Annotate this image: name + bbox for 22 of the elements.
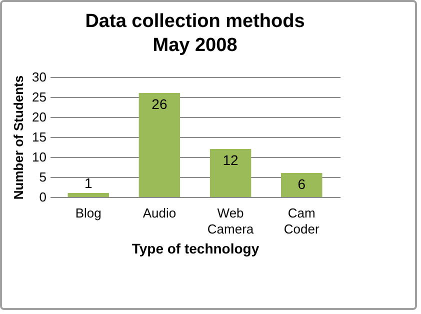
x-tick-label: Cam Coder (284, 206, 320, 236)
y-tick-label: 10 (32, 150, 46, 164)
bar (68, 193, 109, 197)
x-tick-label: Blog (75, 206, 102, 220)
x-tick-label: Audio (142, 206, 176, 220)
data-label: 1 (84, 175, 92, 191)
bar (281, 173, 322, 197)
y-tick-label: 0 (39, 190, 46, 204)
bar (210, 149, 252, 197)
data-label: 12 (222, 152, 239, 168)
x-tick-label: Web Camera (207, 206, 254, 236)
chart-title: Data collection methods May 2008 (85, 11, 305, 56)
y-tick-label: 5 (39, 170, 46, 184)
data-label: 6 (298, 176, 306, 192)
x-axis-title: Type of technology (132, 240, 260, 256)
y-tick-label: 20 (32, 110, 46, 124)
y-tick-label: 25 (32, 90, 46, 104)
data-label: 26 (152, 96, 168, 112)
bar (138, 93, 180, 197)
y-tick-label: 15 (32, 130, 46, 144)
y-axis-title: Number of Students (11, 75, 26, 200)
y-tick-label: 30 (32, 70, 46, 84)
